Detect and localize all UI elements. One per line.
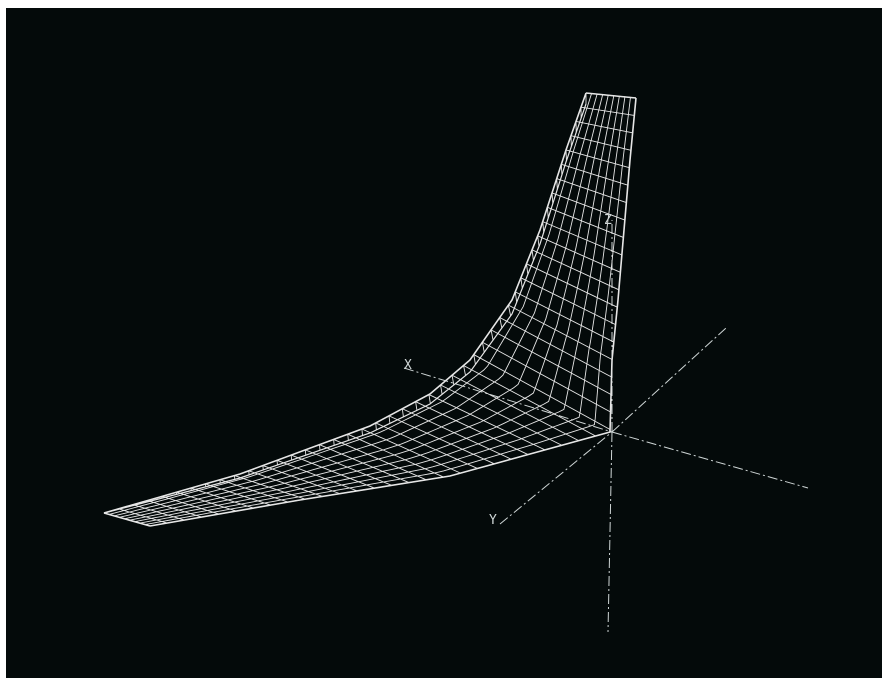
mesh-rib-line: [388, 415, 391, 424]
mesh-rib-line: [463, 365, 466, 376]
y-axis-label: Y: [489, 513, 497, 528]
mesh-rib-line: [520, 277, 616, 326]
mesh-rib-line: [234, 475, 306, 500]
mesh-rib-line: [520, 277, 523, 289]
z-axis-label: Z: [604, 213, 612, 228]
mesh-rib-line: [451, 375, 455, 386]
mesh-rib-line: [463, 365, 596, 437]
mesh-rib-line: [490, 329, 612, 395]
mesh-stringer-line: [129, 95, 615, 521]
mesh-rib-line: [319, 444, 321, 451]
x-axis-label: X: [404, 358, 412, 373]
mesh-rib-line: [428, 394, 546, 451]
mesh-rib-line: [347, 433, 444, 478]
mesh-rib-line: [507, 305, 512, 316]
mesh-rib-line: [118, 508, 168, 524]
mesh-rib-line: [248, 470, 323, 497]
mesh-rib-line: [551, 192, 626, 221]
mesh-rib-line: [132, 504, 185, 521]
mesh-rib-line: [565, 149, 630, 169]
z-axis-extension: [607, 431, 613, 633]
mesh-stringer-line: [108, 93, 592, 515]
mesh-rib-line: [375, 422, 377, 430]
mesh-rib-line: [526, 263, 618, 308]
mesh-stringer-line: [114, 93, 598, 517]
mesh-rib-line: [473, 354, 611, 430]
mesh-rib-line: [537, 235, 540, 247]
mesh-rib-line: [375, 422, 478, 469]
mesh-rib-line: [176, 491, 237, 512]
mesh-rib-line: [402, 408, 512, 460]
mesh-rib-line: [499, 317, 503, 329]
x-axis-extension: [611, 431, 809, 489]
mesh-rib-line: [333, 439, 427, 481]
mesh-stringer-line: [144, 97, 631, 525]
mesh-rib-line: [515, 291, 614, 343]
mesh-rib-line: [190, 487, 254, 509]
mesh-rib-line: [333, 439, 335, 446]
mesh-rib-line: [482, 342, 485, 353]
mesh-rib-line: [451, 374, 579, 442]
mesh-stringer-line: [119, 94, 604, 518]
mesh-rib-line: [291, 454, 375, 489]
mesh-rib-line: [205, 483, 271, 506]
mesh-rib-line: [440, 384, 563, 446]
wing-trailing-edge: [149, 97, 637, 527]
wing-root-tip-edge: [103, 512, 151, 527]
x-axis-line: [403, 367, 613, 433]
y-axis-extension: [611, 327, 727, 433]
mesh-rib-line: [526, 263, 529, 275]
mesh-rib-line: [514, 291, 518, 303]
mesh-rib-line: [508, 304, 613, 360]
mesh-rib-line: [388, 415, 495, 465]
cad-viewport[interactable]: X Y Z: [6, 8, 882, 678]
global-axes: [403, 220, 809, 633]
mesh-rib-line: [499, 317, 612, 378]
mesh-rib-line: [347, 434, 349, 441]
mesh-rib-line: [556, 178, 627, 204]
mesh-rib-line: [219, 479, 289, 503]
mesh-rib-line: [428, 394, 431, 404]
wing-wireframe-mesh[interactable]: [103, 92, 637, 527]
mesh-rib-line: [161, 495, 220, 515]
mesh-rib-line: [547, 206, 624, 238]
mesh-rib-line: [482, 341, 611, 413]
mesh-rib-line: [262, 465, 340, 495]
mesh-stringer-line: [149, 97, 637, 527]
mesh-rib-line: [537, 235, 621, 273]
mesh-rib-line: [361, 428, 461, 474]
mesh-rib-line: [305, 449, 392, 486]
y-axis-line: [499, 431, 613, 525]
mesh-stringer-line: [134, 96, 620, 523]
wireframe-scene: X Y Z: [103, 92, 809, 633]
mesh-stringer-line: [139, 96, 626, 524]
mesh-stringer-line: [124, 95, 609, 520]
mesh-rib-line: [531, 249, 620, 291]
mesh-rib-line: [415, 401, 529, 455]
mesh-rib-line: [440, 384, 443, 395]
wing-leading-edge: [103, 92, 587, 514]
mesh-rib-line: [570, 135, 632, 151]
mesh-rib-line: [580, 106, 635, 116]
mesh-rib-line: [490, 329, 494, 341]
mesh-rib-line: [361, 428, 363, 436]
mesh-rib-line: [415, 401, 418, 411]
mesh-rib-line: [561, 163, 628, 186]
mesh-rib-line: [401, 408, 404, 417]
mesh-rib-line: [147, 500, 202, 518]
mesh-rib-line: [531, 249, 534, 261]
mesh-rib-line: [473, 354, 476, 365]
wingtip-edge: [585, 92, 637, 99]
mesh-rib-line: [542, 221, 623, 256]
mesh-rib-line: [276, 459, 358, 492]
mesh-rib-line: [319, 444, 410, 483]
wing-lower-edge: [103, 103, 587, 514]
mesh-rib-line: [575, 121, 633, 134]
